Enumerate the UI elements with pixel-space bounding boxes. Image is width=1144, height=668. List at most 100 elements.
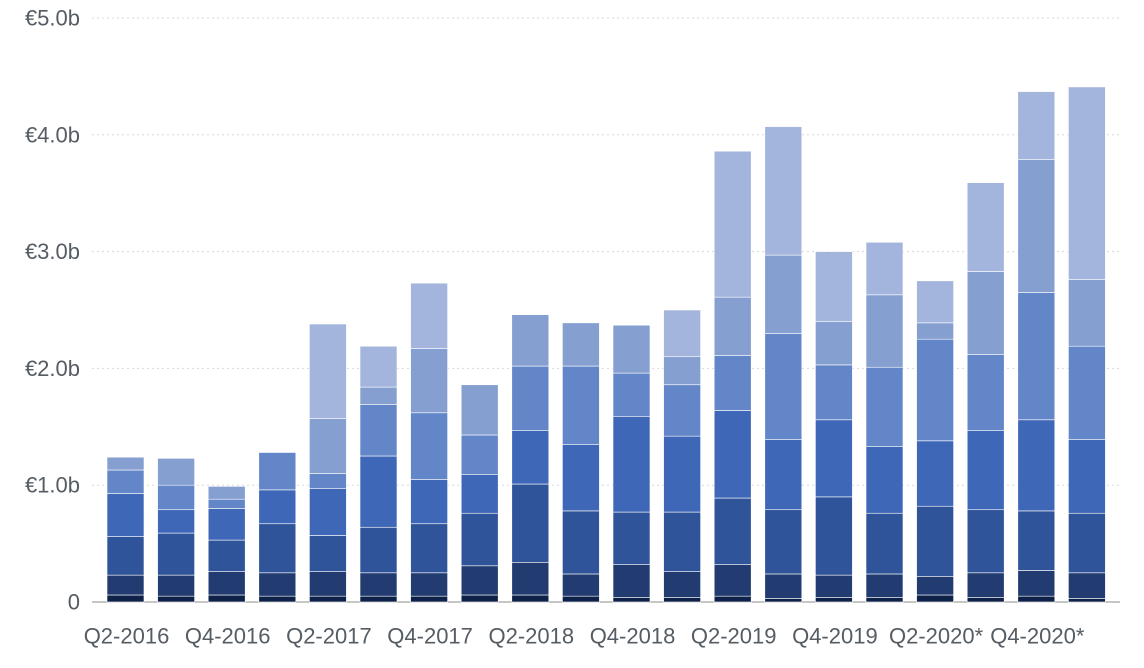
bar-segment: [916, 576, 954, 596]
bar-segment: [562, 595, 600, 603]
bar-segment: [1017, 159, 1056, 293]
bar-segment: [764, 573, 803, 599]
bar-segment: [106, 469, 145, 494]
bar-segment: [359, 595, 398, 603]
bar-segment: [359, 572, 398, 597]
bar-segment: [966, 354, 1005, 431]
bar-segment: [157, 574, 195, 597]
bar-segment: [1017, 292, 1056, 421]
bar-segment: [410, 412, 448, 480]
bar-segment: [865, 512, 904, 575]
bar-segment: [460, 384, 499, 436]
x-tick-label: Q4-2018: [590, 624, 676, 649]
bar-segment: [410, 348, 448, 414]
bar-segment: [713, 150, 752, 298]
bar-segment: [410, 595, 448, 603]
y-tick-label: €1.0b: [25, 473, 80, 498]
bar-segment: [1068, 86, 1106, 280]
x-tick-label: Q2-2019: [691, 624, 777, 649]
y-axis-tick-labels: 0 €1.0b €2.0b €3.0b €4.0b €5.0b: [25, 6, 80, 615]
bar-segment: [764, 333, 803, 440]
gridlines: [92, 17, 1120, 603]
x-tick-label: Q4-2019: [792, 624, 878, 649]
bar-segment: [106, 594, 145, 603]
bar-segment: [764, 439, 803, 511]
bar-segment: [1068, 345, 1106, 440]
x-tick-label: Q4-2016: [185, 624, 271, 649]
bar-segment: [612, 511, 651, 565]
bar-segment: [258, 572, 297, 597]
bar-segment: [612, 415, 651, 513]
bar-segment: [713, 497, 752, 565]
bar-segment: [916, 505, 954, 577]
x-tick-label: Q2-2016: [84, 624, 170, 649]
bar-segment: [966, 182, 1005, 272]
bar-segment: [663, 571, 701, 598]
bar-segment: [663, 435, 701, 513]
bar-segment: [207, 571, 246, 596]
bar-segment: [359, 386, 398, 405]
bar-segment: [309, 473, 347, 490]
bar-segment: [1068, 512, 1106, 574]
bar-segment: [1068, 598, 1106, 603]
bar-segment: [258, 452, 297, 491]
bar-segment: [713, 296, 752, 356]
bar-segment: [1017, 419, 1056, 512]
bar-segment: [207, 486, 246, 500]
bar-segment: [309, 323, 347, 419]
bar-segment: [865, 294, 904, 368]
bar-segment: [207, 539, 246, 572]
bar-segment: [511, 594, 550, 603]
bar-segment: [410, 572, 448, 597]
bar-segment: [359, 526, 398, 574]
bar-segment: [511, 483, 550, 563]
bar-segment: [460, 594, 499, 603]
bar-segment: [612, 564, 651, 598]
bar-segment: [815, 496, 853, 576]
bar-segment: [410, 282, 448, 349]
bar-segment: [562, 322, 600, 367]
bar-segment: [410, 479, 448, 525]
bar-segment: [865, 366, 904, 447]
bar-segment: [916, 322, 954, 340]
bar-segment: [663, 597, 701, 603]
bar-segment: [207, 498, 246, 509]
bar-segment: [157, 484, 195, 511]
bar-segment: [764, 509, 803, 575]
bar-segment: [562, 510, 600, 575]
y-tick-label: €3.0b: [25, 239, 80, 264]
bar-segment: [511, 314, 550, 367]
bar-segment: [562, 444, 600, 512]
bar-segment: [106, 493, 145, 537]
x-axis-tick-labels: Q2-2016 Q4-2016 Q2-2017 Q4-2017 Q2-2018 Q4-20…: [84, 624, 1085, 649]
bar-segment: [815, 251, 853, 322]
bar-segment: [1017, 91, 1056, 160]
bar-segment: [562, 365, 600, 445]
y-tick-label: €4.0b: [25, 122, 80, 147]
bar-segment: [865, 241, 904, 296]
bar-segment: [713, 355, 752, 411]
bar-segment: [865, 446, 904, 514]
bar-segment: [460, 434, 499, 475]
bar-segment: [309, 488, 347, 536]
bar-segment: [815, 364, 853, 421]
bar-segment: [764, 126, 803, 256]
bar-segment: [966, 572, 1005, 598]
bar-segment: [815, 321, 853, 366]
bar-segment: [612, 597, 651, 603]
bar-segment: [309, 418, 347, 474]
bar-segment: [966, 430, 1005, 511]
x-tick-label: Q4-2017: [387, 624, 473, 649]
bar-segment: [865, 573, 904, 598]
bar-segment: [1068, 572, 1106, 599]
bar-segment: [966, 271, 1005, 355]
bar-segment: [309, 571, 347, 597]
x-tick-label: Q4-2020*: [990, 624, 1085, 649]
bar-segment: [359, 404, 398, 457]
bar-segment: [713, 564, 752, 597]
bar-segment: [1017, 510, 1056, 571]
bar-segment: [713, 595, 752, 603]
bar-segment: [966, 509, 1005, 574]
bar-segment: [359, 455, 398, 528]
bar-segment: [258, 523, 297, 574]
